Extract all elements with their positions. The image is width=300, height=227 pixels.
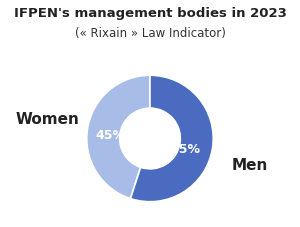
Wedge shape: [87, 75, 150, 199]
Text: 45%: 45%: [96, 129, 126, 142]
Wedge shape: [130, 75, 213, 202]
Text: 55%: 55%: [170, 143, 200, 156]
Text: IFPEN's management bodies in 2023: IFPEN's management bodies in 2023: [14, 7, 286, 20]
Text: Women: Women: [16, 112, 80, 127]
Text: Men: Men: [232, 158, 268, 173]
Text: (« Rixain » Law Indicator): (« Rixain » Law Indicator): [75, 27, 225, 40]
